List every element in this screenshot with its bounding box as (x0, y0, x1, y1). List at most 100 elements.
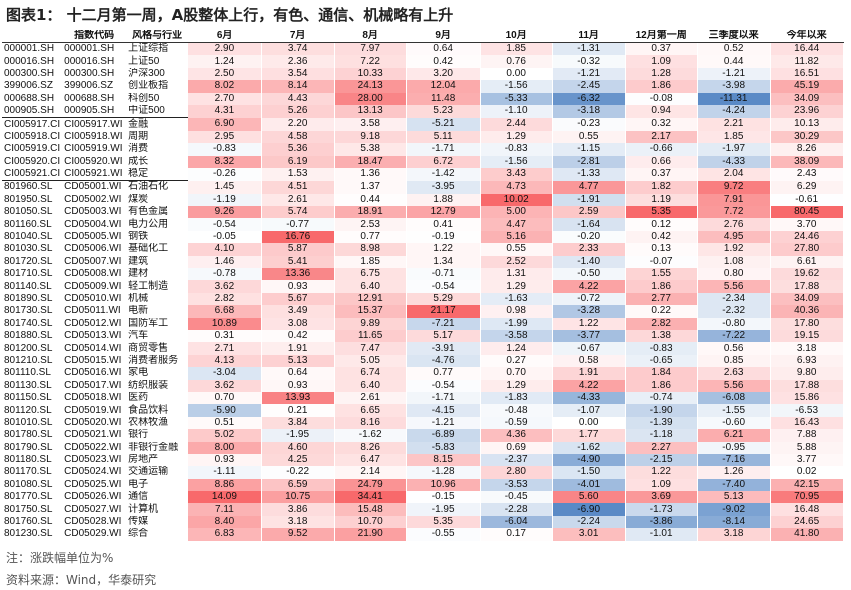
table-row: 801120.SL CD05019.WI 食品饮料 -5.90 0.21 6.65 -4.1… (2, 404, 844, 417)
label-cell: 电新 (128, 305, 149, 317)
value-cell: -2.28 (480, 503, 553, 516)
value-cell: -11.31 (697, 92, 771, 105)
label-cell: CD05017.WI (64, 379, 122, 391)
value-cell: 0.13 (625, 243, 698, 256)
value-cell: 1.22 (552, 317, 626, 330)
value-cell: 2.36 (261, 55, 335, 68)
label-cell: 成长 (128, 155, 149, 167)
value-cell: 3.18 (770, 342, 844, 355)
value-cell: 15.86 (770, 391, 844, 405)
value-cell: -0.74 (625, 391, 698, 405)
value-cell: -0.61 (770, 193, 844, 207)
value-cell: 4.73 (480, 180, 553, 194)
value-cell: -4.33 (697, 155, 771, 168)
value-cell: 15.48 (334, 503, 407, 516)
value-cell: 70.95 (770, 491, 844, 504)
value-cell: 4.13 (188, 354, 262, 368)
value-cell: -3.98 (697, 80, 771, 93)
table-row: 801150.SL CD05018.WI 医药 0.70 13.93 2.61 -1.71-… (2, 391, 844, 405)
label-cell: CI005920.WI (64, 155, 123, 167)
value-cell: -0.45 (480, 491, 553, 504)
value-cell: 2.82 (625, 317, 698, 330)
label-cell: 801080.SL (4, 478, 53, 490)
value-cell: -4.90 (552, 453, 626, 467)
table-row: 801200.SL CD05014.WI 商贸零售 2.71 1.91 7.47 -3.91… (2, 342, 844, 355)
label-cell: 801140.SL (4, 280, 52, 292)
label-cell: 801110.SL (4, 367, 51, 379)
table-row: 801950.SL CD05002.WI 煤炭 -1.19 2.61 0.44 1.88 10… (2, 193, 844, 207)
label-cell: 801960.SL (4, 181, 53, 193)
value-cell: 0.56 (697, 342, 771, 355)
value-cell: 16.44 (770, 42, 844, 56)
label-cell: 801770.SL (4, 491, 53, 503)
value-cell: 3.08 (261, 317, 335, 330)
label-cell: 801880.SL (4, 330, 53, 342)
value-cell: 8.16 (334, 416, 407, 430)
label-cell: CD05001.WI (64, 181, 122, 193)
value-cell: 2.59 (552, 206, 626, 219)
value-cell: -1.99 (480, 317, 553, 330)
value-cell: 4.10 (188, 243, 262, 256)
value-cell: 5.56 (697, 379, 771, 392)
value-cell: 5.11 (406, 130, 481, 144)
header-cell: 三季度以来 (697, 30, 771, 43)
value-cell: 5.41 (261, 255, 335, 269)
label-cell: 通信 (128, 491, 149, 503)
label-cell: 电力公用 (128, 218, 169, 230)
value-cell: 5.00 (480, 206, 553, 219)
value-cell: 12.04 (406, 80, 481, 93)
value-cell: -0.15 (406, 491, 481, 504)
value-cell: 2.21 (697, 117, 771, 131)
table-row: 801880.SL CD05013.WI 汽车 0.31 0.42 11.65 5.17 -3… (2, 329, 844, 343)
value-cell: 4.95 (697, 230, 771, 244)
label-cell: 399006.SZ (4, 80, 53, 92)
label-cell: 金融 (128, 118, 149, 130)
value-cell: -0.83 (625, 342, 698, 355)
value-cell: 1.92 (697, 243, 771, 256)
value-cell: 0.00 (552, 416, 626, 430)
value-cell: -6.53 (770, 404, 844, 417)
label-cell: 000905.SH (62, 104, 127, 119)
value-cell: 1.88 (406, 193, 481, 207)
label-cell: 801010.SL (4, 416, 53, 428)
value-cell: -0.50 (552, 268, 626, 281)
value-cell: 4.25 (261, 453, 335, 467)
value-cell: 3.70 (770, 218, 844, 231)
table-row: 000688.SH 000688.SH 科创50 2.70 4.43 28.00 11.48… (2, 92, 844, 105)
label-cell: 钢铁 (128, 231, 149, 243)
value-cell: 3.77 (770, 453, 844, 467)
value-cell: 3.18 (261, 515, 335, 529)
value-cell: -6.04 (480, 515, 553, 529)
value-cell: -3.53 (480, 478, 553, 492)
value-cell: -1.18 (625, 429, 698, 442)
value-cell: 2.20 (261, 117, 335, 131)
value-cell: -6.32 (552, 92, 626, 105)
label-cell: CI005918.WI (64, 130, 123, 142)
value-cell: -0.77 (261, 218, 335, 231)
label-cell: 000300.SH (4, 67, 55, 79)
label-cell: 上证50 (128, 55, 160, 67)
value-cell: 5.02 (188, 429, 262, 442)
label-cell: 建材 (128, 268, 149, 280)
value-cell: -0.54 (406, 280, 481, 293)
value-cell: 9.80 (770, 367, 844, 380)
label-cell: 银行 (128, 429, 149, 441)
table-row: 801710.SL CD05008.WI 建材 -0.78 13.36 6.75 -0.71… (2, 268, 844, 281)
label-cell: 801230.SL (4, 528, 53, 540)
label-cell: 801210.SL (4, 354, 53, 366)
value-cell: 0.32 (625, 117, 698, 131)
value-cell: 34.09 (770, 92, 844, 105)
table-row: CI005919.CI CI005919.WI 消费 -0.83 5.36 5.38 -1.… (2, 143, 844, 156)
value-cell: -1.21 (406, 416, 481, 430)
label-cell: CD05011.WI (64, 305, 121, 317)
value-cell: 42.15 (770, 478, 844, 492)
value-cell: 3.62 (188, 379, 262, 392)
label-cell: 000001.SH (64, 43, 115, 55)
label-cell: 801790.SL (4, 441, 53, 453)
value-cell: 6.47 (334, 453, 407, 467)
note: 注：涨跌幅单位为% (6, 551, 114, 565)
value-cell: 5.35 (406, 515, 481, 529)
value-cell: -8.14 (697, 515, 771, 529)
label-cell: CD05020.WI (64, 416, 122, 428)
value-cell: 0.70 (188, 391, 262, 405)
